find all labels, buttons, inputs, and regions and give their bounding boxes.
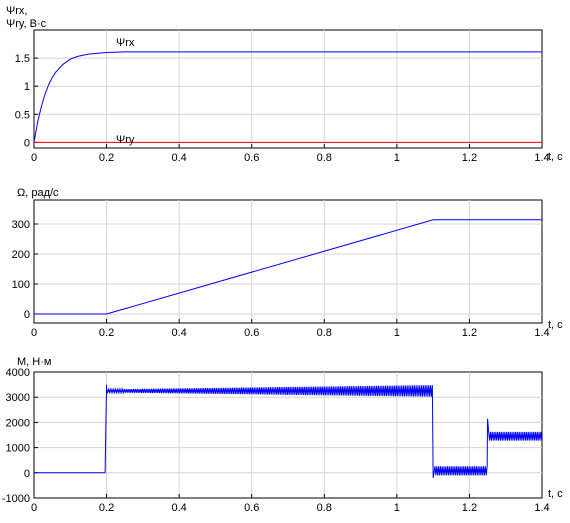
x-tick-label: 0.4 — [171, 502, 186, 514]
y-tick-label: 0.5 — [15, 109, 30, 121]
panel-speed: Ω, рад/с 0 0.2 0.4 0.6 0.8 1 1.2 1.4 0 100 200 300… — [12, 187, 564, 339]
speed-series — [34, 219, 542, 315]
flux-ylabel-line2: Ψry, В·с — [6, 18, 47, 30]
series-line-0-0 — [33, 51, 542, 143]
x-tick-label: 0.6 — [244, 327, 259, 339]
speed-xticks: 0 0.2 0.4 0.6 0.8 1 1.2 1.4 — [31, 319, 550, 339]
x-tick-label: 0.2 — [99, 152, 114, 164]
torque-trace — [34, 384, 543, 478]
x-tick-label: 0.2 — [99, 327, 114, 339]
y-tick-label: 0 — [24, 309, 30, 321]
speed-yticks: 0 100 200 300 — [12, 219, 38, 321]
x-tick-label: 0 — [31, 502, 37, 514]
x-tick-label: 0.4 — [171, 152, 186, 164]
x-tick-label: 0 — [31, 152, 37, 164]
y-tick-label: 0 — [24, 468, 30, 480]
torque-yticks: 4000 3000 2000 1000 0 -1000 — [2, 367, 38, 505]
x-tick-label: 0.6 — [244, 152, 259, 164]
x-tick-label: 0 — [31, 327, 37, 339]
x-tick-label: 0.8 — [317, 152, 332, 164]
y-tick-label: 100 — [12, 279, 30, 291]
y-tick-label: 3000 — [6, 392, 30, 404]
y-tick-label: 200 — [12, 249, 30, 261]
y-tick-label: 0 — [24, 137, 30, 149]
x-tick-label: 0.8 — [317, 502, 332, 514]
torque-ylabel: M, Н·м — [17, 356, 51, 368]
series-label-psi-rx: Ψrx — [116, 37, 135, 49]
x-tick-label: 1.4 — [534, 152, 549, 164]
flux-xlabel: t, c — [548, 151, 563, 163]
x-tick-label: 1.2 — [462, 502, 477, 514]
panel-torque: M, Н·м 0 0.2 0.4 0.6 0.8 1 1.2 1.4 4000 3000 2000… — [2, 356, 563, 514]
panel-flux: Ψrx, Ψry, В·с 0 0.2 0.4 0.6 0.8 1 1.2 1.4 0 0.5 1… — [6, 5, 563, 164]
flux-xticks: 0 0.2 0.4 0.6 0.8 1 1.2 1.4 — [31, 144, 550, 164]
x-tick-label: 0.6 — [244, 502, 259, 514]
speed-ylabel: Ω, рад/с — [17, 187, 59, 199]
x-tick-label: 1.2 — [462, 152, 477, 164]
x-tick-label: 1.4 — [534, 502, 549, 514]
torque-series — [34, 384, 543, 478]
speed-xlabel: t, c — [548, 319, 563, 331]
y-tick-label: 1 — [24, 81, 30, 93]
x-tick-label: 1 — [394, 152, 400, 164]
x-tick-label: 1.4 — [534, 327, 549, 339]
y-tick-label: 2000 — [6, 417, 30, 429]
x-tick-label: 1.2 — [462, 327, 477, 339]
flux-ylabel-line1: Ψrx, — [6, 5, 27, 17]
x-tick-label: 0.8 — [317, 327, 332, 339]
x-tick-label: 1 — [394, 327, 400, 339]
flux-series — [33, 51, 542, 143]
x-tick-label: 0.4 — [171, 327, 186, 339]
series-label-psi-ry: Ψry — [116, 134, 135, 146]
x-tick-label: 1 — [394, 502, 400, 514]
y-tick-label: 300 — [12, 219, 30, 231]
torque-xlabel: t, c — [548, 488, 563, 500]
speed-grid — [34, 200, 542, 323]
y-tick-label: 1000 — [6, 443, 30, 455]
series-line-1-0 — [34, 219, 542, 315]
flux-plot-frame — [33, 29, 543, 149]
y-tick-label: 1.5 — [15, 53, 30, 65]
y-tick-label: 4000 — [6, 367, 30, 379]
y-tick-label: -1000 — [2, 493, 30, 505]
torque-xticks: 0 0.2 0.4 0.6 0.8 1 1.2 1.4 — [31, 494, 550, 514]
x-tick-label: 0.2 — [99, 502, 114, 514]
